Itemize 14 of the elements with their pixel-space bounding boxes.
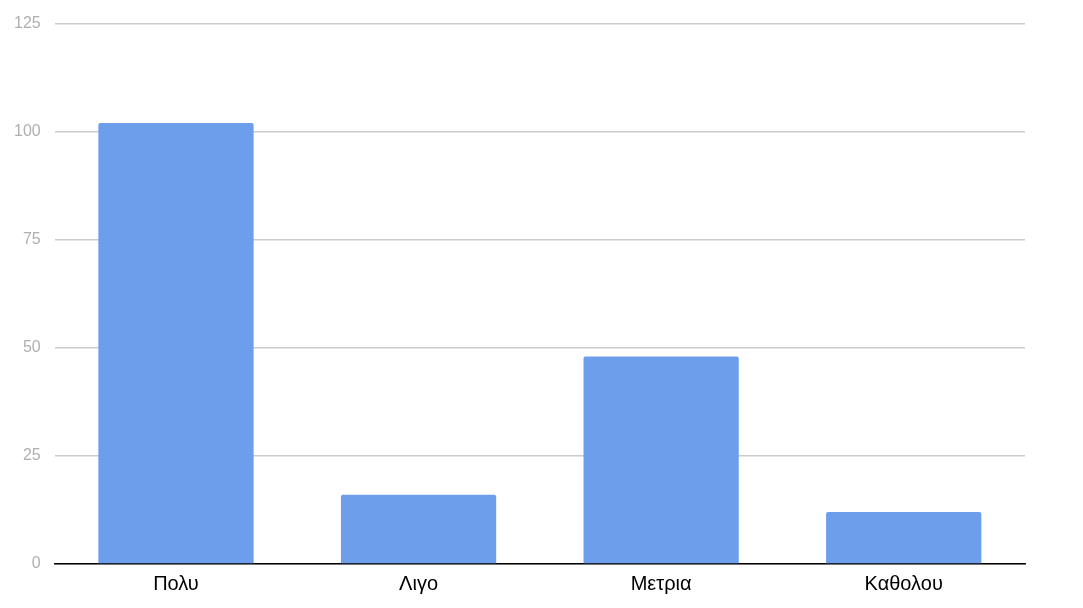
y-tick-label: 100 — [13, 122, 41, 140]
bar — [826, 512, 982, 564]
y-tick-label: 75 — [22, 230, 41, 248]
bar — [98, 123, 254, 564]
x-tick-label: Λιγο — [399, 571, 439, 594]
y-tick-label: 25 — [22, 446, 41, 464]
y-tick-label: 125 — [13, 14, 41, 32]
y-tick-label: 0 — [31, 554, 41, 572]
bar — [340, 494, 497, 564]
bar — [583, 356, 739, 564]
x-tick-label: Καθολου — [864, 571, 943, 594]
x-tick-label: Πολυ — [153, 571, 199, 594]
y-tick-label: 50 — [22, 338, 41, 356]
x-tick-label: Μετρια — [630, 571, 692, 594]
